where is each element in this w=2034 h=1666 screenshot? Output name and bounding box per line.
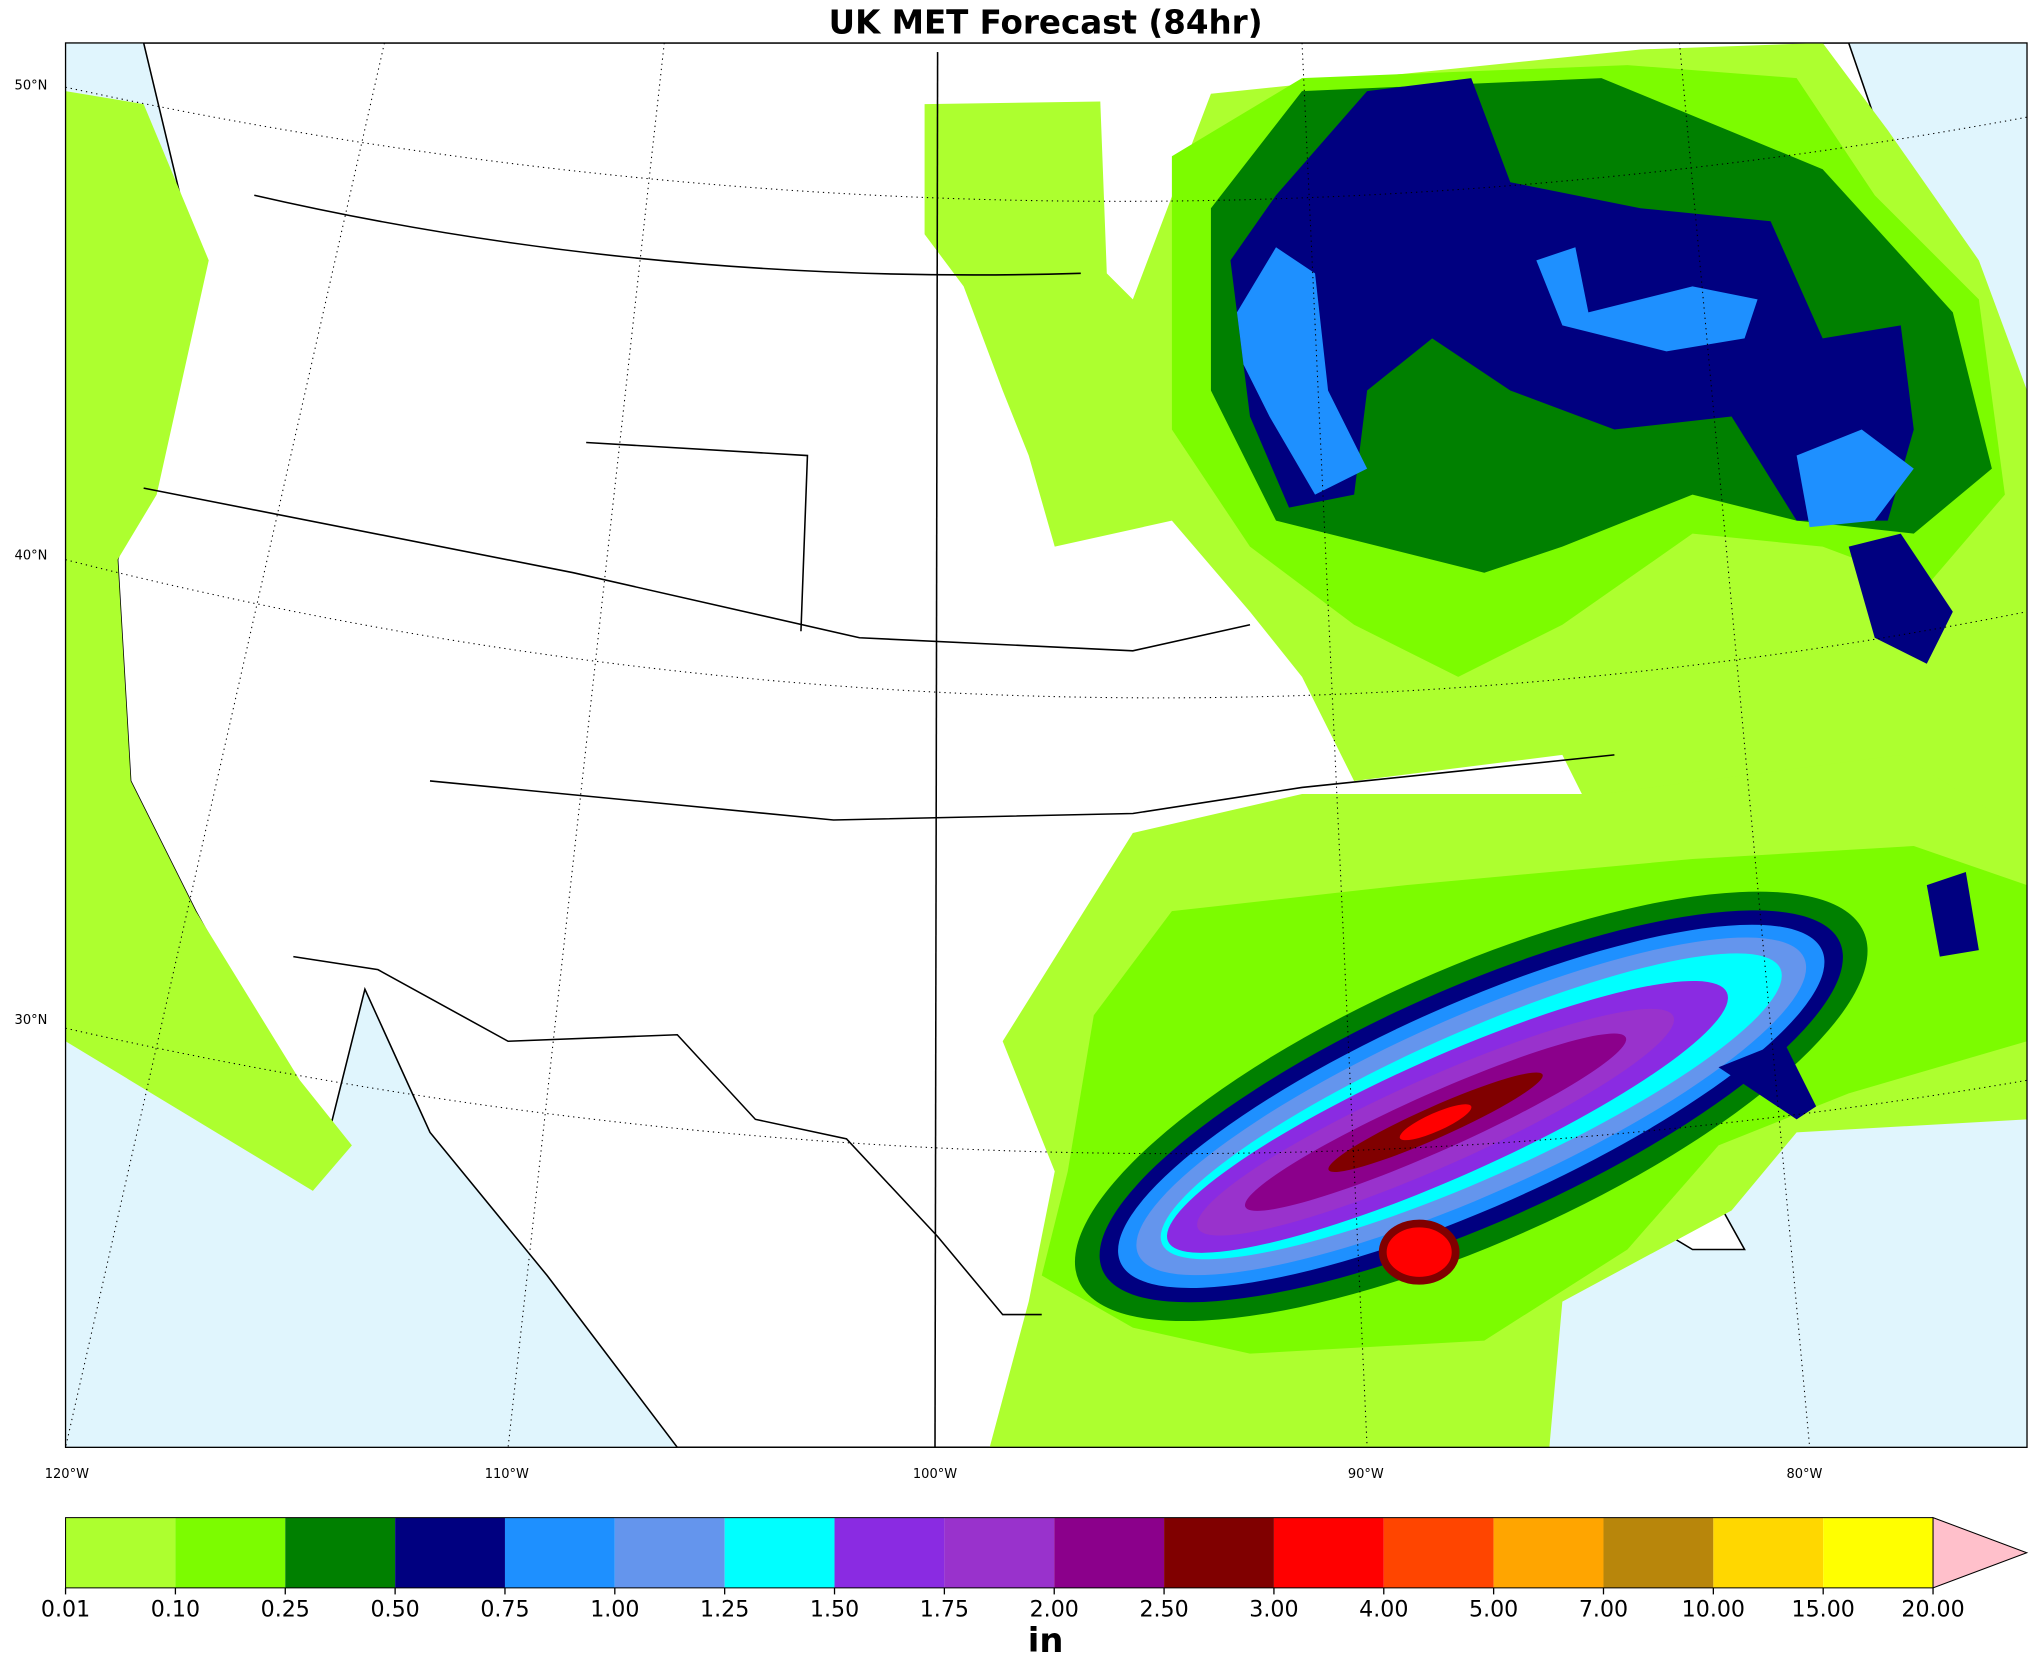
colorbar-segment bbox=[834, 1517, 945, 1588]
colorbar-tick-label: 10.00 bbox=[1682, 1597, 1745, 1623]
precip-southeast bbox=[1926, 872, 1979, 957]
precip-northeast bbox=[1236, 247, 1368, 495]
colorbar-tick-label: 0.25 bbox=[261, 1597, 310, 1623]
colorbar-segment bbox=[285, 1517, 396, 1588]
colorbar-extend bbox=[1932, 1516, 2029, 1589]
colorbar-segment bbox=[175, 1517, 286, 1588]
precip-northeast bbox=[1796, 429, 1914, 528]
colorbar-segment bbox=[1054, 1517, 1165, 1588]
title: UK MET Forecast (84hr) bbox=[829, 4, 1263, 42]
colorbar-tick-label: 1.25 bbox=[700, 1597, 749, 1623]
colorbar-segment bbox=[1603, 1517, 1714, 1588]
colorbar: 0.01 0.10 0.25 0.50 0.75 1.00 1.25 1.50 1.75 2.00… bbox=[41, 1516, 2029, 1660]
colorbar-tick-label: 1.50 bbox=[810, 1597, 859, 1623]
colorbar-segment bbox=[1713, 1517, 1824, 1588]
latitude-label: 30°N bbox=[15, 1013, 48, 1028]
colorbar-segment bbox=[724, 1517, 835, 1588]
colorbar-tick-label: 1.00 bbox=[590, 1597, 639, 1623]
colorbar-tick-label: 20.00 bbox=[1901, 1597, 1964, 1623]
colorbar-tick-label: 4.00 bbox=[1359, 1597, 1408, 1623]
latitude-label: 40°N bbox=[15, 548, 48, 563]
longitude-label: 100°W bbox=[913, 1467, 957, 1482]
map bbox=[65, 42, 2028, 1448]
colorbar-segment bbox=[944, 1517, 1055, 1588]
colorbar-segment bbox=[1273, 1517, 1384, 1588]
graticule bbox=[65, 42, 2028, 1448]
colorbar-tick-label: 5.00 bbox=[1469, 1597, 1518, 1623]
precip-coast bbox=[65, 91, 352, 1191]
precip-northeast bbox=[1848, 533, 1953, 664]
colorbar-segment bbox=[1823, 1517, 1934, 1588]
colorbar-tick-label: 7.00 bbox=[1579, 1597, 1628, 1623]
latitude-label: 50°N bbox=[15, 78, 48, 93]
borders bbox=[143, 52, 1615, 1448]
precip-northeast bbox=[1536, 247, 1758, 352]
colorbar-unit: in bbox=[1028, 1621, 1064, 1660]
colorbar-segment bbox=[1493, 1517, 1604, 1588]
longitude-label: 90°W bbox=[1348, 1467, 1384, 1482]
colorbar-tick-label: 0.50 bbox=[370, 1597, 419, 1623]
colorbar-tick-label: 1.75 bbox=[920, 1597, 969, 1623]
colorbar-segment bbox=[65, 1517, 176, 1588]
colorbar-tick-label: 0.10 bbox=[151, 1597, 200, 1623]
colorbar-outline bbox=[65, 1517, 1934, 1589]
longitude-label: 110°W bbox=[485, 1467, 529, 1482]
colorbar-tick-label: 0.01 bbox=[41, 1597, 90, 1623]
colorbar-tick-label: 0.75 bbox=[480, 1597, 529, 1623]
colorbar-segment bbox=[1164, 1517, 1274, 1588]
colorbar-segment bbox=[504, 1517, 615, 1588]
precip-max bbox=[1378, 1219, 1460, 1285]
colorbar-segment bbox=[614, 1517, 725, 1588]
colorbar-tick-label: 2.00 bbox=[1030, 1597, 1079, 1623]
precip-band bbox=[1074, 891, 1868, 1322]
longitude-label: 80°W bbox=[1786, 1467, 1822, 1482]
precip-southeast bbox=[1718, 1041, 1817, 1120]
longitude-label: 120°W bbox=[45, 1467, 89, 1482]
colorbar-tick-label: 3.00 bbox=[1249, 1597, 1298, 1623]
colorbar-segment bbox=[395, 1517, 505, 1588]
colorbar-segment bbox=[1383, 1517, 1494, 1588]
colorbar-tick-label: 15.00 bbox=[1792, 1597, 1855, 1623]
colorbar-tick-label: 2.50 bbox=[1139, 1597, 1188, 1623]
map-frame bbox=[64, 42, 2028, 1448]
